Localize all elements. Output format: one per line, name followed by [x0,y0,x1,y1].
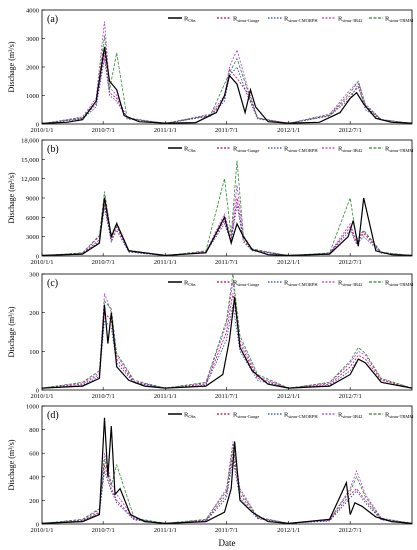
series-line-r_simu-3b42 [41,185,413,257]
y-tick-label: 15,000 [21,157,39,164]
x-tick-label: 2010/1/1 [30,127,53,134]
x-tick-label: 2012/7/1 [339,259,362,266]
series-line-r_obs [41,197,413,257]
legend-entry: Rsimu-3B42 [338,280,362,288]
panel-label: (b) [47,144,59,155]
y-tick-label: 0 [36,122,39,129]
x-tick-label: 2012/7/1 [339,127,362,134]
series-line-r_obs [41,297,413,389]
y-axis-title: Dischage (m³/s) [7,306,16,357]
series-line-r_simu-gauge [41,197,413,257]
series-line-r_simu-3b42 [41,441,413,524]
series-line-r_simu-cmorph [41,58,413,125]
y-tick-label: 1000 [26,93,39,100]
x-tick-label: 2010/1/1 [30,393,53,400]
series-line-r_simu-gauge [41,453,413,524]
series-line-r_simu-gauge [41,293,413,389]
y-tick-label: 1000 [26,404,39,411]
panel-frame [41,273,413,391]
legend-entry: Rsimu-CMORPH [284,146,318,154]
series-line-r_simu-trmm [41,447,413,524]
y-tick-label: 0 [36,254,39,261]
x-tick-label: 2012/7/1 [339,527,362,534]
y-tick-label: 2000 [26,65,39,72]
legend-entry: Rsimu-3B42 [338,412,362,420]
legend-entry: Rsimu-Gauge [233,412,259,420]
panel-label: (a) [47,14,58,25]
y-tick-label: 4000 [26,8,39,15]
legend-entry: Rsimu-CMORPH [284,412,318,420]
panel-label: (c) [47,278,58,289]
legend-entry: RObs [184,146,196,154]
x-tick-label: 2012/1/1 [277,393,300,400]
x-tick-label: 2010/7/1 [92,127,115,134]
x-tick-label: 2010/7/1 [92,527,115,534]
x-tick-label: 2010/7/1 [92,393,115,400]
x-tick-label: 2011/1/1 [154,259,177,266]
legend-entry: Rsimu-Gauge [233,280,259,288]
x-tick-label: 2011/1/1 [154,393,177,400]
legend-entry: Rsimu-Gauge [233,16,259,24]
panel-frame [41,9,413,125]
series-line-r_simu-trmm [41,273,413,389]
legend-entry: Rsimu-TRMM [385,412,413,420]
series-line-r_obs [41,417,413,525]
x-tick-label: 2012/1/1 [277,527,300,534]
x-axis-title: Date [219,538,236,548]
y-tick-label: 100 [29,349,39,356]
legend-entry: Rsimu-3B42 [338,146,362,154]
y-tick-label: 800 [29,427,39,434]
x-tick-label: 2011/7/1 [215,393,238,400]
series-line-r_simu-trmm [41,35,413,125]
legend-entry: Rsimu-TRMM [385,16,413,24]
y-tick-label: 0 [36,388,39,395]
panel-frame [41,405,413,525]
y-tick-label: 0 [36,522,39,529]
legend-entry: RObs [184,412,196,420]
y-tick-label: 12,000 [21,176,39,183]
series-line-r_obs [41,46,413,124]
y-tick-label: 600 [29,451,39,458]
x-tick-label: 2011/1/1 [154,527,177,534]
x-tick-label: 2011/1/1 [154,127,177,134]
y-tick-label: 200 [29,310,39,317]
y-axis-title: Dischage (m³/s) [7,439,16,490]
series-line-r_simu-cmorph [41,459,413,524]
y-tick-label: 6000 [26,215,39,222]
y-axis-title: Dischage (m³/s) [7,172,16,223]
x-tick-label: 2012/1/1 [277,259,300,266]
series-line-r_simu-3b42 [41,281,413,389]
y-tick-label: 9000 [26,196,39,203]
y-tick-label: 3000 [26,36,39,43]
legend-entry: RObs [184,280,196,288]
legend-entry: Rsimu-3B42 [338,16,362,24]
series-line-r_simu-gauge [41,52,413,125]
series-line-r_simu-3b42 [41,21,413,125]
y-axis-title: Dischage (m³/s) [7,41,16,92]
panel-label: (d) [47,410,59,421]
legend-entry: RObs [184,16,196,24]
y-tick-label: 18,000 [21,138,39,145]
legend-entry: Rsimu-TRMM [385,146,413,154]
y-tick-label: 300 [29,272,39,279]
x-tick-label: 2010/1/1 [30,527,53,534]
legend-entry: Rsimu-TRMM [385,280,413,288]
x-tick-label: 2012/7/1 [339,393,362,400]
legend-entry: Rsimu-CMORPH [284,280,318,288]
series-line-r_simu-trmm [41,160,413,257]
legend-entry: Rsimu-Gauge [233,146,259,154]
y-tick-label: 200 [29,498,39,505]
legend-entry: Rsimu-CMORPH [284,16,318,24]
x-tick-label: 2011/7/1 [215,127,238,134]
x-tick-label: 2011/7/1 [215,527,238,534]
x-tick-label: 2010/7/1 [92,259,115,266]
y-tick-label: 400 [29,474,39,481]
x-tick-label: 2012/1/1 [277,127,300,134]
series-line-r_simu-cmorph [41,204,413,257]
x-tick-label: 2010/1/1 [30,259,53,266]
x-tick-label: 2011/7/1 [215,259,238,266]
y-tick-label: 3000 [26,234,39,241]
